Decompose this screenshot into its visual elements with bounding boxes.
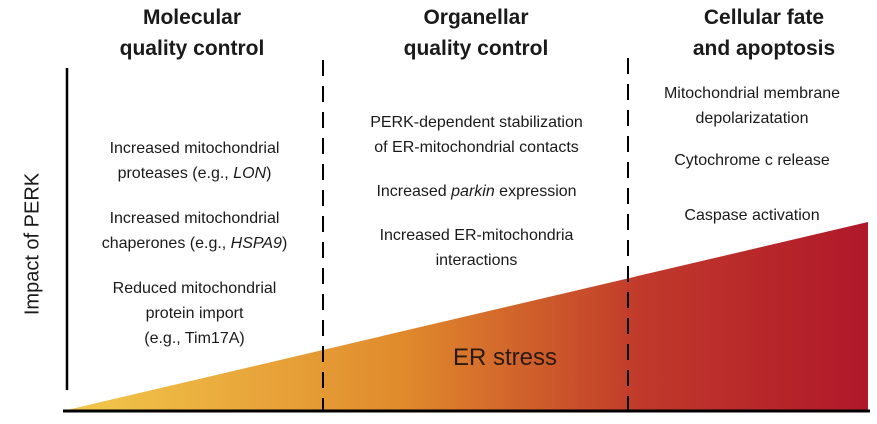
item-line: Caspase activation (684, 207, 820, 224)
organellar-list: PERK-dependent stabilization of ER-mitoc… (333, 110, 620, 273)
gene-name: HSPA9 (230, 235, 282, 252)
item-line: protein import (145, 305, 244, 322)
item-line: PERK-dependent stabilization (370, 114, 583, 131)
header-molecular-line2: quality control (119, 37, 265, 60)
item-line: Increased mitochondrial (109, 140, 280, 157)
list-item: Increased mitochondrial proteases (e.g.,… (72, 136, 317, 186)
item-line: (e.g., Tim17A) (144, 330, 245, 347)
header-molecular: Molecular quality control (72, 2, 312, 64)
gene-name: parkin (451, 183, 495, 200)
item-line: depolarizatation (695, 110, 809, 127)
header-molecular-line1: Molecular (142, 6, 242, 29)
header-cellular: Cellular fate and apoptosis (644, 2, 877, 64)
list-item: Reduced mitochondrial protein import (e.… (72, 276, 317, 351)
item-text: ) (281, 235, 288, 252)
list-item: Increased parkin expression (333, 179, 620, 204)
item-line: Reduced mitochondrial (112, 280, 277, 297)
cellular-list: Mitochondrial membrane depolarizatation … (636, 81, 868, 228)
item-line: Increased mitochondrial (109, 210, 280, 227)
list-item: Mitochondrial membrane depolarizatation (636, 81, 868, 131)
header-organellar-line2: quality control (403, 37, 549, 60)
list-item: Increased ER-mitochondria interactions (333, 223, 620, 273)
item-line: proteases (e.g., LON) (72, 161, 317, 186)
item-line: Increased ER-mitochondria (379, 227, 574, 244)
item-line: of ER-mitochondrial contacts (374, 139, 579, 156)
item-text: proteases (e.g., (117, 165, 234, 182)
list-item: Cytochrome c release (636, 148, 868, 173)
gene-name: LON (233, 165, 267, 182)
header-cellular-line1: Cellular fate (703, 6, 825, 29)
list-item: PERK-dependent stabilization of ER-mitoc… (333, 110, 620, 160)
header-organellar-line1: Organellar (423, 6, 529, 29)
item-line: interactions (435, 252, 518, 269)
molecular-list: Increased mitochondrial proteases (e.g.,… (72, 136, 317, 351)
item-text: ) (266, 165, 272, 182)
er-stress-wedge (67, 222, 868, 410)
header-organellar: Organellar quality control (356, 2, 596, 64)
item-line: Mitochondrial membrane (663, 85, 841, 102)
list-item: Increased mitochondrial chaperones (e.g.… (72, 206, 317, 256)
y-axis-label: Impact of PERK (21, 172, 44, 316)
item-line: Cytochrome c release (674, 152, 830, 169)
item-text: Increased (376, 183, 452, 200)
header-cellular-line2: and apoptosis (692, 37, 836, 60)
item-line: chaperones (e.g., HSPA9) (72, 231, 317, 256)
item-text: chaperones (e.g., (101, 235, 231, 252)
list-item: Caspase activation (636, 203, 868, 228)
item-line: Increased parkin expression (333, 179, 620, 204)
item-text: expression (494, 183, 577, 200)
er-stress-label: ER stress (453, 344, 558, 371)
